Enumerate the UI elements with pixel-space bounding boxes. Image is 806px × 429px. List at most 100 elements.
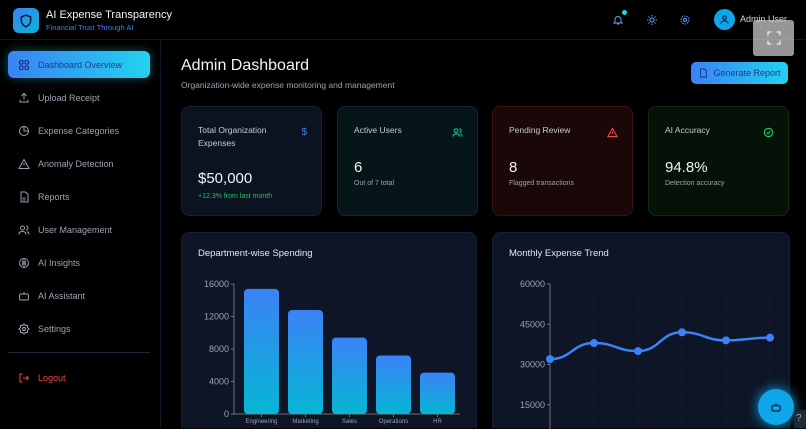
stat-card-ai-accuracy: AI Accuracy 94.8% Detection accuracy xyxy=(648,106,789,216)
logout-label: Logout xyxy=(38,372,66,383)
sidebar-item-upload-receipt[interactable]: Upload Receipt xyxy=(8,84,150,111)
sidebar-item-label: Expense Categories xyxy=(38,125,120,136)
sidebar-item-label: User Management xyxy=(38,224,113,235)
chart-title: Monthly Expense Trend xyxy=(509,248,609,259)
help-button[interactable]: ? xyxy=(794,410,806,428)
gear-icon[interactable] xyxy=(679,13,693,27)
card-label: Active Users xyxy=(354,125,402,135)
stat-card-pending-review: Pending Review 8 Flagged transactions xyxy=(492,106,633,216)
sidebar-item-ai-insights[interactable]: AI Insights xyxy=(8,249,150,276)
check-circle-icon xyxy=(763,127,774,141)
file-icon xyxy=(20,191,29,202)
sidebar-item-label: AI Insights xyxy=(38,257,81,268)
card-value: $50,000 xyxy=(198,170,253,187)
sidebar-item-label: Anomaly Detection xyxy=(38,158,114,169)
y-tick-label: 16000 xyxy=(204,279,229,289)
y-tick-label: 0 xyxy=(224,409,229,419)
bell-icon[interactable] xyxy=(612,10,627,27)
bar-marketing xyxy=(288,310,323,414)
stat-card-active-users: Active Users 6 Out of 7 total xyxy=(337,106,478,216)
generate-report-button[interactable]: Generate Report xyxy=(691,62,788,84)
file-icon xyxy=(700,68,708,78)
sidebar-item-settings[interactable]: Settings xyxy=(8,315,150,342)
line-chart-svg: 15000 30000 45000 60000 xyxy=(520,279,774,429)
y-tick-label: 12000 xyxy=(204,312,229,322)
fullscreen-icon[interactable] xyxy=(753,20,794,56)
sidebar-item-expense-categories[interactable]: Expense Categories xyxy=(8,117,150,144)
y-tick-label: 15000 xyxy=(520,400,545,410)
bar-operations xyxy=(376,355,411,414)
data-point xyxy=(722,336,730,345)
bot-icon xyxy=(19,291,29,300)
y-tick-label: 8000 xyxy=(209,344,229,354)
card-note: Flagged transactions xyxy=(509,180,574,187)
card-label: AI Accuracy xyxy=(665,125,710,135)
users-icon xyxy=(452,127,463,141)
sidebar-item-label: Settings xyxy=(38,323,71,334)
sun-icon[interactable] xyxy=(646,13,660,27)
x-tick-label: Engineering xyxy=(245,419,277,425)
data-point xyxy=(590,339,598,348)
card-value: 8 xyxy=(509,159,518,176)
sidebar-item-user-management[interactable]: User Management xyxy=(8,216,150,243)
department-spending-chart: Department-wise Spending 0 4000 8000 12000 1… xyxy=(181,232,477,428)
monthly-trend-chart: Monthly Expense Trend 15000 30000 45000 600… xyxy=(492,232,790,429)
data-point xyxy=(634,347,642,356)
x-tick-label: HR xyxy=(433,419,442,425)
bar-sales xyxy=(332,337,367,414)
warning-icon xyxy=(18,157,30,169)
x-tick-label: Operations xyxy=(379,419,408,425)
card-note: Out of 7 total xyxy=(354,180,395,187)
bar-engineering xyxy=(244,288,279,414)
chart-title: Department-wise Spending xyxy=(198,248,313,259)
sidebar-item-anomaly-detection[interactable]: Anomaly Detection xyxy=(8,150,150,177)
app-subtitle: Financial Trust Through AI xyxy=(46,23,134,32)
brain-icon xyxy=(19,257,29,268)
ai-assistant-fab[interactable] xyxy=(758,389,794,425)
x-tick-label: Sales xyxy=(342,419,357,425)
sidebar-item-ai-assistant[interactable]: AI Assistant xyxy=(8,282,150,309)
page-subtitle: Organization-wide expense monitoring and… xyxy=(181,80,395,90)
bar-hr xyxy=(420,372,455,414)
sidebar-divider xyxy=(8,352,150,353)
generate-report-label: Generate Report xyxy=(713,68,781,78)
sidebar-item-reports[interactable]: Reports xyxy=(8,183,150,210)
card-value: 6 xyxy=(354,159,363,176)
card-note: +12.3% from last month xyxy=(198,193,273,200)
sidebar-item-dashboard-overview[interactable]: Dashboard Overview xyxy=(8,51,150,78)
y-tick-label: 45000 xyxy=(520,319,545,329)
top-header: AI Expense Transparency Financial Trust … xyxy=(0,0,806,40)
dollar-icon: $ xyxy=(301,127,307,138)
data-point xyxy=(678,328,686,337)
user-name[interactable]: Admin User xyxy=(740,14,788,24)
upload-icon xyxy=(19,92,29,102)
avatar[interactable] xyxy=(714,9,735,30)
page-title: Admin Dashboard xyxy=(181,57,310,74)
card-value: 94.8% xyxy=(665,159,708,176)
sidebar-item-label: Reports xyxy=(38,191,70,202)
data-point xyxy=(546,355,554,364)
y-tick-label: 30000 xyxy=(520,360,545,370)
y-tick-label: 60000 xyxy=(520,279,545,289)
card-label: Pending Review xyxy=(509,125,571,135)
sidebar-item-label: AI Assistant xyxy=(38,290,86,301)
logout-icon xyxy=(19,373,30,382)
card-label: Total Organization Expenses xyxy=(198,125,267,148)
warning-icon xyxy=(606,127,619,141)
shield-logo-icon xyxy=(13,8,39,33)
bot-icon xyxy=(771,403,781,412)
card-note: Detection accuracy xyxy=(665,180,725,187)
x-tick-label: Marketing xyxy=(292,419,318,425)
sidebar: Dashboard Overview Upload Receipt Expens… xyxy=(0,40,161,428)
trend-line xyxy=(549,331,771,361)
y-tick-label: 4000 xyxy=(209,377,229,387)
app-title: AI Expense Transparency xyxy=(46,9,172,21)
sidebar-item-label: Dashboard Overview xyxy=(38,59,123,70)
pie-icon xyxy=(19,125,29,136)
bar-chart-svg: 0 4000 8000 12000 16000 Engineering Marketing S… xyxy=(204,279,460,425)
logout-button[interactable]: Logout xyxy=(8,364,150,391)
sidebar-item-label: Upload Receipt xyxy=(38,92,100,103)
grid-icon xyxy=(18,59,30,70)
stat-card-total-expenses: Total Organization Expenses $ $50,000 +1… xyxy=(181,106,322,216)
gear-icon xyxy=(18,322,30,335)
